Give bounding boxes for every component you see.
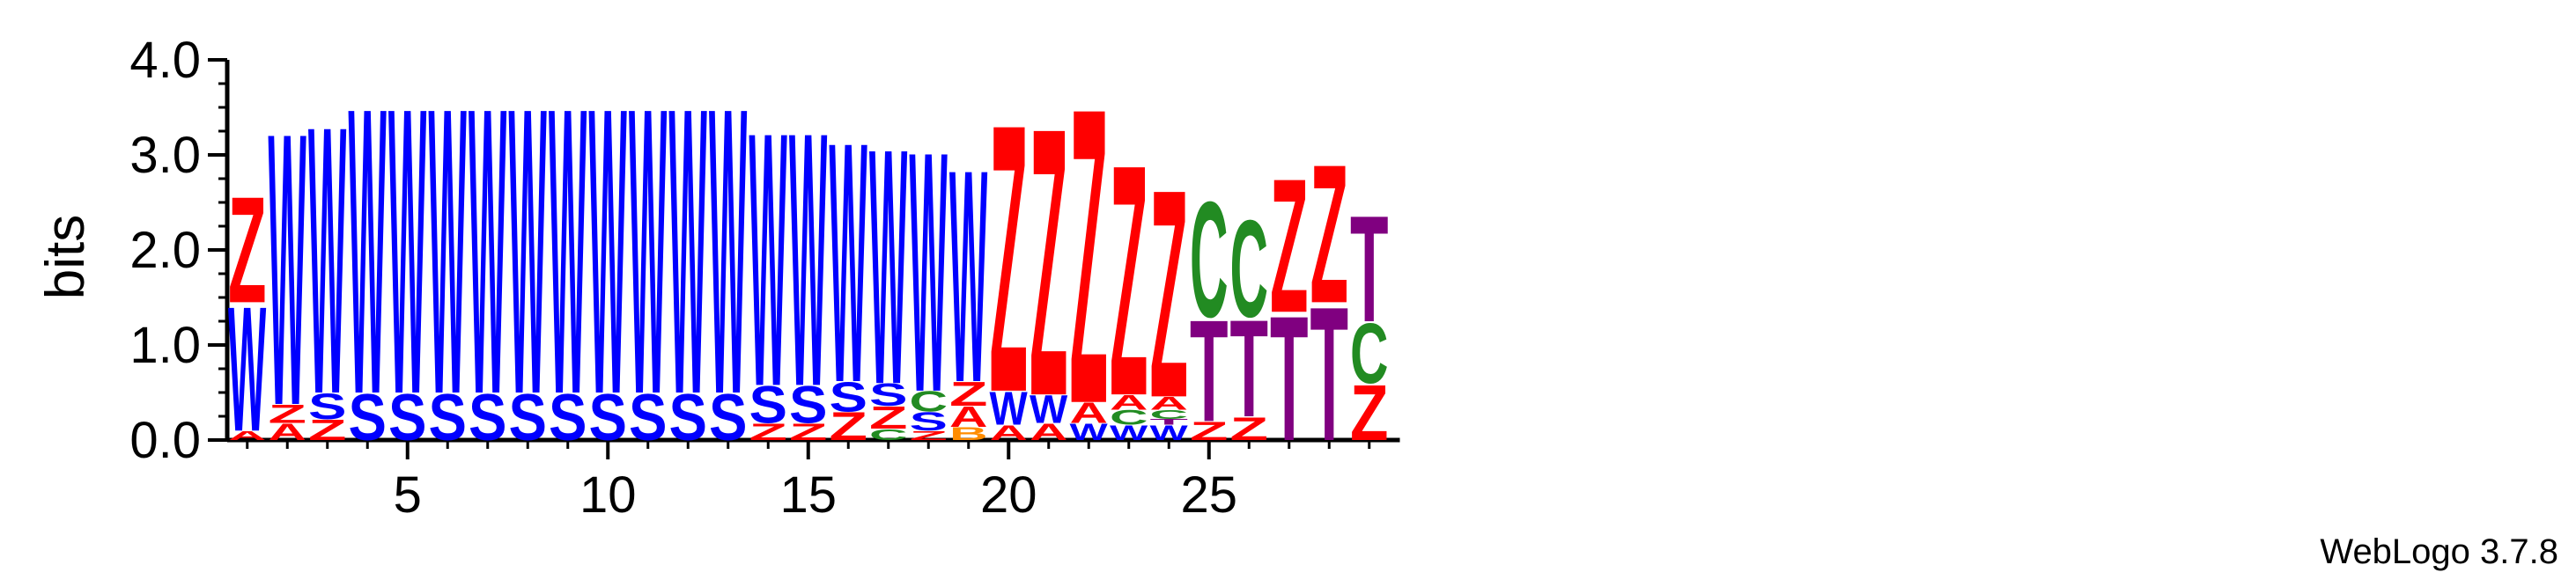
glyph-s: S xyxy=(669,380,707,454)
x-tick-label: 5 xyxy=(394,466,422,524)
glyph-z: Z xyxy=(910,428,948,443)
glyph-s: S xyxy=(869,378,907,413)
glyph-z: Z xyxy=(749,419,787,445)
glyph-w: W xyxy=(1070,419,1109,445)
glyph-z: Z xyxy=(789,419,827,445)
glyph-z: Z xyxy=(1150,128,1188,460)
glyph-s: S xyxy=(308,385,346,427)
y-tick-label: 1.0 xyxy=(129,317,201,374)
glyph-s: S xyxy=(469,380,506,454)
glyph-z: Z xyxy=(1230,410,1269,447)
glyph-a: A xyxy=(228,429,266,444)
glyph-z: Z xyxy=(1030,49,1067,477)
glyph-b: B xyxy=(949,423,988,444)
glyph-s: S xyxy=(589,380,627,454)
glyph-w: W xyxy=(308,46,347,474)
glyph-w: W xyxy=(429,24,468,481)
glyph-z: Z xyxy=(1190,416,1228,445)
glyph-z: Z xyxy=(990,46,1028,473)
glyph-w: W xyxy=(990,382,1029,435)
y-tick-label: 0.0 xyxy=(129,412,201,469)
y-axis-label: bits xyxy=(35,215,96,299)
glyph-z: Z xyxy=(1070,19,1108,492)
glyph-a: A xyxy=(990,422,1028,445)
glyph-w: W xyxy=(949,107,987,447)
glyph-s: S xyxy=(629,380,667,454)
glyph-z: Z xyxy=(308,414,347,446)
glyph-c: C xyxy=(869,426,907,444)
glyph-s: S xyxy=(388,380,426,454)
x-tick-label: 15 xyxy=(779,466,837,524)
x-tick-label: 10 xyxy=(579,466,637,524)
glyph-s: S xyxy=(749,376,787,435)
glyph-w: W xyxy=(469,24,507,481)
glyph-z: Z xyxy=(1350,370,1388,458)
glyph-c: C xyxy=(1350,307,1388,402)
glyph-s: S xyxy=(429,380,467,454)
glyph-t: T xyxy=(1270,281,1308,479)
glyph-w: W xyxy=(388,24,427,481)
glyph-w: W xyxy=(549,24,587,481)
x-tick-label: 20 xyxy=(980,466,1037,524)
glyph-z: Z xyxy=(1110,98,1148,466)
glyph-s: S xyxy=(709,380,747,454)
glyph-t: T xyxy=(1150,418,1188,427)
glyph-w: W xyxy=(1110,421,1148,444)
glyph-c: C xyxy=(1150,407,1188,422)
glyph-a: A xyxy=(269,419,306,445)
glyph-w: W xyxy=(869,77,908,454)
glyph-z: Z xyxy=(228,165,266,334)
y-tick-label: 4.0 xyxy=(129,32,201,89)
glyph-t: T xyxy=(1190,290,1228,451)
glyph-z: Z xyxy=(869,400,908,435)
y-tick-label: 2.0 xyxy=(129,222,201,279)
glyph-a: A xyxy=(1030,419,1067,445)
glyph-w: W xyxy=(1150,421,1189,444)
glyph-t: T xyxy=(1230,290,1268,446)
glyph-z: Z xyxy=(269,400,306,429)
glyph-c: C xyxy=(1190,167,1228,352)
glyph-s: S xyxy=(830,374,867,422)
glyph-z: Z xyxy=(949,375,987,413)
glyph-w: W xyxy=(509,24,548,481)
y-tick-label: 3.0 xyxy=(129,127,201,184)
glyph-w: W xyxy=(669,24,708,481)
glyph-s: S xyxy=(549,380,587,454)
glyph-w: W xyxy=(269,51,307,487)
glyph-w: W xyxy=(910,80,948,463)
glyph-t: T xyxy=(1350,184,1388,353)
glyph-w: W xyxy=(349,24,388,481)
glyph-z: Z xyxy=(830,404,867,449)
x-tick-label: 25 xyxy=(1180,466,1237,524)
glyph-z: Z xyxy=(1310,124,1348,345)
axes: 0.0 1.0 2.0 3.0 4.0 5 10 15 20 25 xyxy=(129,32,1400,524)
glyph-s: S xyxy=(509,380,547,454)
glyph-w: W xyxy=(589,24,628,481)
glyph-a: A xyxy=(1070,397,1108,429)
glyph-s: S xyxy=(789,376,827,435)
glyph-s: S xyxy=(349,380,387,454)
glyph-a: A xyxy=(949,401,987,434)
glyph-c: C xyxy=(1230,192,1268,347)
glyph-s: S xyxy=(910,407,948,437)
weblogo-credit: WebLogo 3.7.8 xyxy=(2320,532,2558,571)
glyph-a: A xyxy=(1110,391,1148,415)
glyph-w: W xyxy=(1030,387,1067,432)
glyph-w: W xyxy=(749,57,788,463)
glyph-w: W xyxy=(629,24,668,481)
glyph-w: W xyxy=(789,57,828,463)
glyph-c: C xyxy=(1110,406,1148,429)
glyph-w: W xyxy=(830,70,868,453)
glyph-c: C xyxy=(910,385,948,418)
glyph-t: T xyxy=(1310,268,1348,481)
glyph-a: A xyxy=(1150,393,1189,414)
glyph-z: Z xyxy=(1270,140,1308,353)
glyph-w: W xyxy=(228,270,266,469)
glyph-w: W xyxy=(709,24,748,481)
